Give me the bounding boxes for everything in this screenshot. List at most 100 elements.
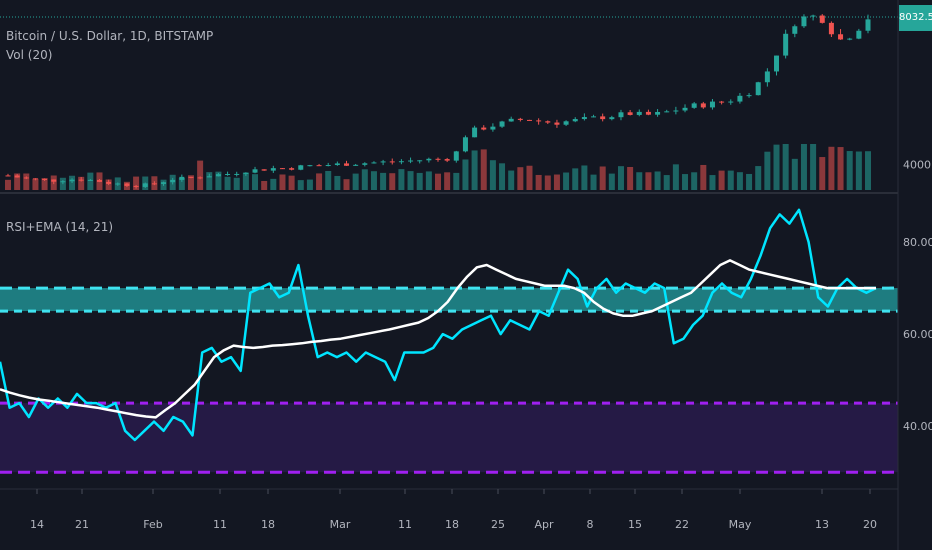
volume-bar [682,174,689,190]
time-tick-label: Feb [143,518,162,531]
candle-body [755,82,761,96]
volume-bar [800,144,807,190]
time-tick-label: 18 [445,518,459,531]
candle-body [5,175,11,177]
volume-bar [462,159,469,190]
volume-bar [553,174,560,190]
volume-bar [590,174,597,190]
volume-bar [398,169,405,190]
volume-bar [50,175,57,190]
volume-bar [343,179,350,190]
volume-bar [87,172,94,190]
volume-legend[interactable]: Vol (20) [6,48,53,62]
time-tick-label: 25 [491,518,505,531]
volume-bar [297,180,304,190]
volume-bar [252,174,259,190]
volume-bar [78,176,85,190]
candle-body [673,110,679,112]
candle-body [298,165,304,170]
volume-bar [233,177,240,190]
volume-bar [691,172,698,190]
rsi-axis[interactable]: 80.00 60.00 40.00 [903,236,932,433]
indicator-legend[interactable]: RSI+EMA (14, 21) [6,220,114,234]
symbol-legend[interactable]: Bitcoin / U.S. Dollar, 1D, BITSTAMP [6,29,214,43]
volume-bar [270,178,277,190]
candle-body [270,168,276,171]
volume-bar [736,172,743,190]
rsi-pane [0,208,898,474]
candle-body [737,95,743,102]
time-axis[interactable]: 14 21 Feb 11 18 Mar 11 18 25 Apr 8 15 22 May 13 20 [30,489,877,531]
volume-bar [206,172,213,190]
volume-bar [389,173,396,190]
volume-bar [435,173,441,190]
candle-body [618,112,624,118]
volume-bar [508,170,515,190]
volume-bar [197,160,204,190]
candle-body [380,161,386,163]
candle-body [536,120,542,122]
volume-bar [444,172,451,190]
volume-bar [306,179,313,190]
candle-body [847,38,853,40]
volume-bar [160,179,167,190]
price-axis[interactable]: 4000.00 [903,159,932,172]
volume-bar [764,151,771,190]
volume-bar [325,170,332,190]
volume-bar [782,144,789,190]
candle-body [481,127,487,130]
candle-body [856,30,862,39]
candle-body [600,116,606,120]
candle-body [508,118,514,122]
volume-bar [499,163,506,190]
candle-body [563,121,569,125]
volume-layer [5,144,871,190]
volume-bar [96,172,103,190]
candle-body [279,168,285,170]
volume-bar [535,174,542,190]
candle-body [417,160,423,162]
volume-bar [846,151,853,190]
volume-bar [855,151,862,190]
volume-bar [865,151,871,190]
volume-bar [279,174,286,190]
volume-bar [69,175,76,190]
candle-body [252,169,258,173]
volume-bar [261,180,268,190]
time-tick-label: 8 [587,518,594,531]
volume-bar [828,146,835,190]
volume-bar [352,173,359,190]
candle-body [353,164,359,166]
candle-body [499,121,505,127]
volume-bar [544,175,551,190]
candle-body [316,165,322,167]
candle-body [398,161,404,163]
candle-body [627,112,633,115]
candle-body [682,107,688,111]
volume-bar [425,171,432,190]
candle-body [472,127,478,138]
volume-bar [563,172,570,190]
candle-body [517,118,523,120]
candle-body [774,55,780,72]
volume-bar [672,164,679,190]
rsi-series-line [0,208,877,442]
volume-bar [627,166,634,190]
price-tick-label: 4000.00 [903,159,932,172]
lower-band-fill [0,403,898,473]
volume-bar [572,168,579,190]
price-pane [0,14,898,190]
candle-body [609,117,615,120]
candle-body [591,116,597,118]
volume-bar [581,165,588,190]
candle-body [225,174,231,176]
volume-bar [526,165,533,190]
time-tick-label: 20 [863,518,877,531]
volume-bar [608,173,615,190]
time-tick-label: Apr [534,518,554,531]
candle-body [691,103,697,108]
volume-bar [407,171,414,190]
candle-body [709,101,715,108]
candle-body [462,137,468,152]
